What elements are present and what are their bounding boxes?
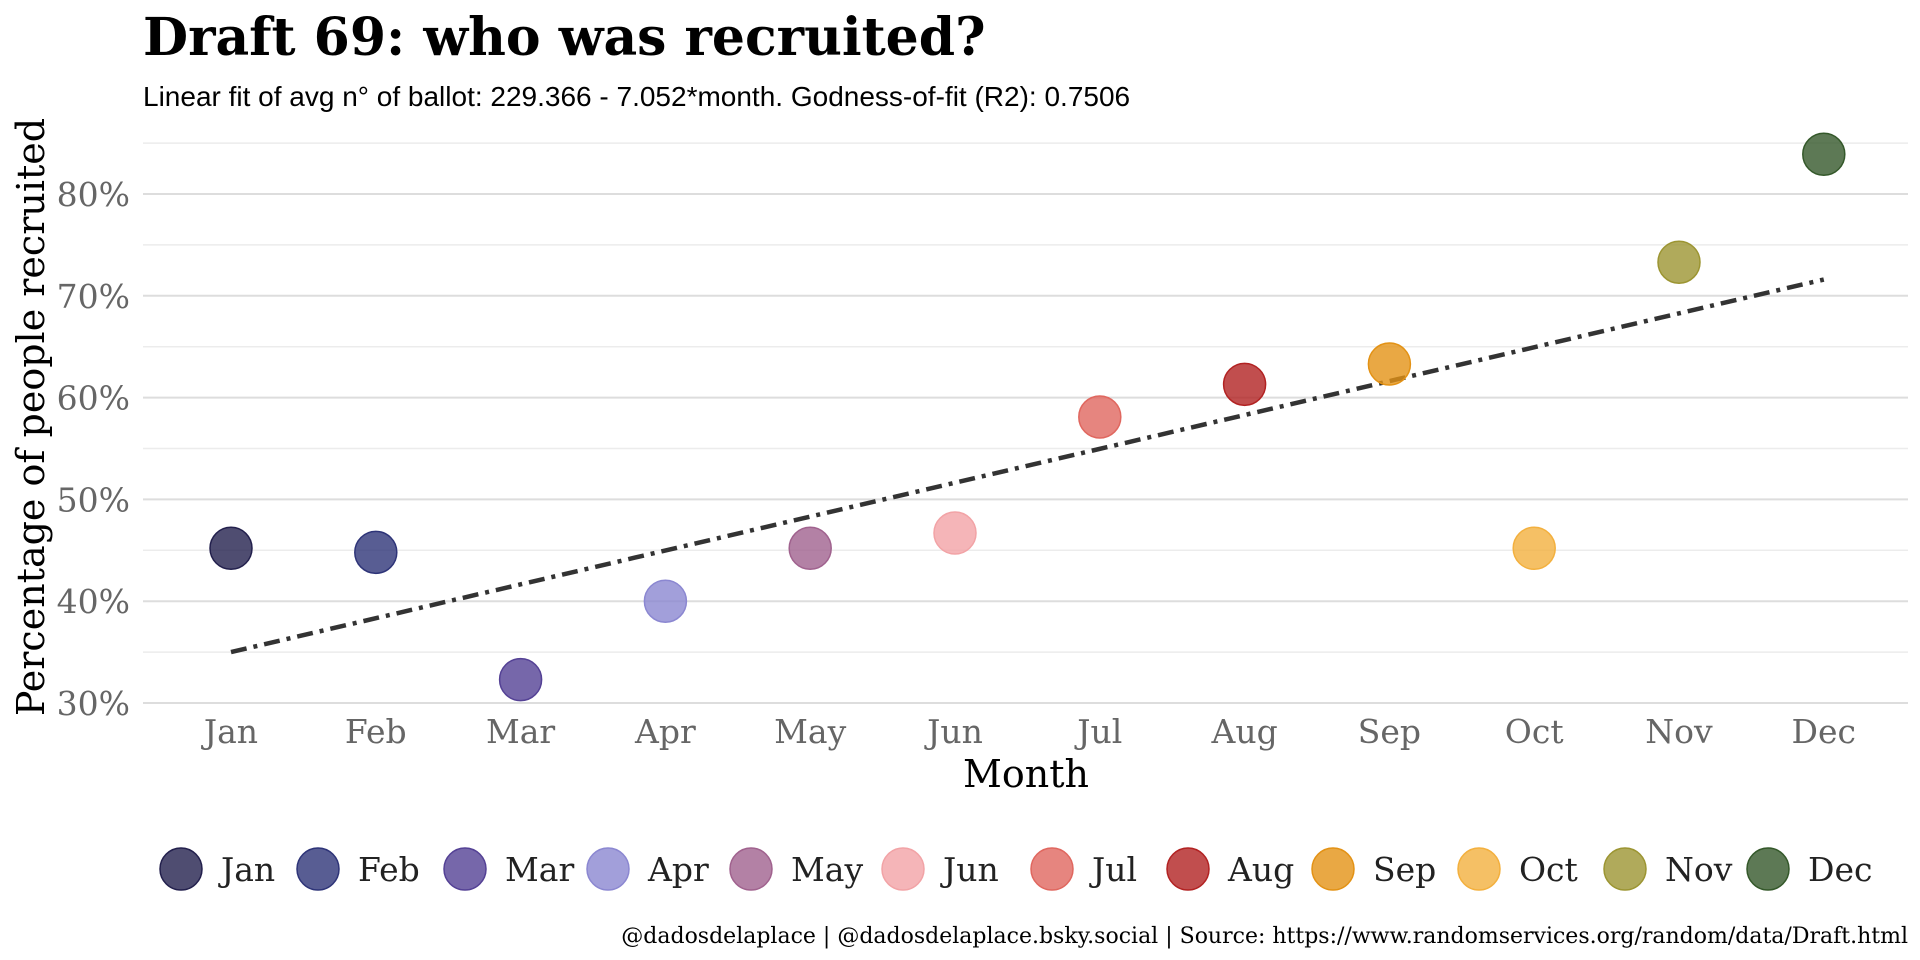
x-tick-label: Dec (1792, 712, 1856, 751)
legend-label-dec: Dec (1808, 850, 1872, 889)
legend-label-jul: Jul (1089, 850, 1137, 889)
data-point-feb (354, 530, 398, 575)
legend-label-mar: Mar (505, 850, 574, 889)
x-tick-label: Jan (201, 712, 258, 751)
legend-label-jan: Jan (218, 850, 275, 889)
legend-swatch-may (729, 847, 773, 891)
legend-swatch-jul (1030, 847, 1074, 891)
legend-label-sep: Sep (1373, 850, 1436, 889)
x-axis-tick-labels: Jan Feb Mar Apr May Jun Jul Aug Sep Oct Nov Dec (201, 712, 1856, 751)
y-axis-tick-labels: 30% 40% 50% 60% 70% 80% (57, 175, 130, 723)
chart-subtitle: Linear fit of avg n° of ballot: 229.366 … (143, 81, 1130, 112)
legend-swatch-oct (1457, 847, 1501, 891)
y-tick-label: 60% (57, 379, 130, 418)
legend-label-feb: Feb (358, 850, 420, 889)
x-tick-label: May (774, 712, 846, 751)
legend-swatch-jun (881, 847, 925, 891)
data-point-aug (1222, 362, 1267, 407)
chart-title: Draft 69: who was recruited? (143, 7, 986, 68)
y-tick-label: 80% (57, 175, 130, 214)
x-tick-label: Jun (924, 712, 983, 751)
legend-swatch-feb (296, 847, 340, 891)
x-tick-label: Sep (1358, 712, 1421, 751)
data-points (209, 132, 1846, 702)
fit-line (230, 277, 1825, 655)
x-tick-label: Apr (634, 712, 696, 751)
data-point-jan (209, 526, 253, 571)
x-tick-label: Aug (1210, 712, 1277, 751)
legend-label-aug: Aug (1227, 850, 1294, 889)
x-tick-label: Feb (345, 712, 407, 751)
legend-swatch-sep (1311, 847, 1355, 891)
legend-label-apr: Apr (647, 850, 709, 889)
legend-swatch-jan (159, 847, 203, 891)
data-point-jun (933, 511, 977, 555)
data-point-sep (1367, 342, 1412, 386)
gridlines (143, 142, 1908, 704)
legend-swatch-dec (1746, 847, 1790, 891)
x-tick-label: Oct (1505, 712, 1564, 751)
y-tick-label: 50% (57, 480, 130, 519)
x-tick-label: Mar (486, 712, 555, 751)
legend-label-nov: Nov (1665, 850, 1733, 889)
legend-swatch-mar (443, 847, 487, 891)
x-tick-label: Jul (1074, 712, 1122, 751)
x-tick-label: Nov (1645, 712, 1713, 751)
legend-swatch-aug (1166, 847, 1210, 891)
legend-swatch-nov (1603, 847, 1647, 891)
fit-line-layer (230, 277, 1825, 655)
y-axis-title: Percentage of people recruited (9, 118, 53, 716)
legend-label-oct: Oct (1519, 850, 1578, 889)
legend-label-jun: Jun (940, 850, 999, 889)
caption: @dadosdelaplace | @dadosdelaplace.bsky.s… (621, 924, 1908, 949)
y-tick-label: 30% (57, 684, 130, 723)
data-point-may (788, 526, 832, 571)
data-point-nov (1657, 240, 1701, 284)
data-point-mar (498, 657, 543, 702)
legend-label-may: May (791, 850, 863, 889)
data-point-dec (1802, 132, 1846, 177)
data-point-apr (643, 579, 688, 623)
y-tick-label: 40% (57, 582, 130, 621)
y-tick-label: 70% (57, 277, 130, 316)
legend: Jan Feb Mar Apr May Jun Jul Aug Sep Oct Nov Dec (159, 847, 1872, 891)
data-point-oct (1512, 526, 1556, 571)
data-point-jul (1078, 395, 1122, 439)
x-axis-title: Month (963, 752, 1089, 796)
legend-swatch-apr (586, 847, 630, 891)
